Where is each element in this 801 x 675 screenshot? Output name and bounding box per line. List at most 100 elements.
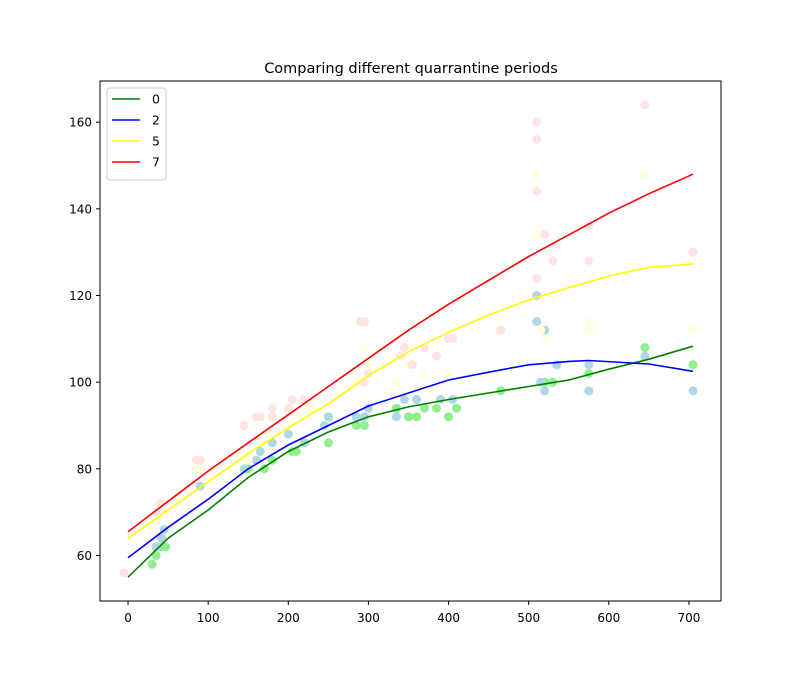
scatter-point-series-0 bbox=[412, 412, 421, 422]
scatter-point-series-5 bbox=[351, 377, 361, 387]
scatter-point-series-7 bbox=[119, 568, 129, 578]
scatter-point-series-0 bbox=[420, 403, 429, 413]
scatter-point-series-2 bbox=[540, 386, 550, 396]
scatter-point-series-5 bbox=[283, 421, 293, 430]
scatter-point-series-0 bbox=[151, 551, 161, 560]
scatter-point-series-7 bbox=[359, 317, 369, 326]
scatter-point-series-2 bbox=[351, 412, 361, 422]
scatter-point-series-2 bbox=[255, 447, 265, 456]
scatter-point-series-5 bbox=[263, 429, 273, 439]
legend-label-series-5: 5 bbox=[152, 134, 160, 149]
y-tick-label: 160 bbox=[69, 116, 92, 130]
scatter-point-series-0 bbox=[444, 412, 454, 422]
plot-area-frame bbox=[99, 80, 722, 602]
x-tick-label: 400 bbox=[437, 611, 460, 625]
scatter-point-series-0 bbox=[323, 438, 333, 448]
scatter-point-series-2 bbox=[400, 395, 409, 404]
scatter-point-series-2 bbox=[412, 395, 421, 404]
scatter-point-series-0 bbox=[452, 403, 462, 413]
scatter-point-series-7 bbox=[584, 256, 594, 266]
scatter-point-series-7 bbox=[267, 403, 277, 413]
scatter-point-series-5 bbox=[195, 464, 205, 474]
scatter-point-series-7 bbox=[363, 369, 373, 378]
scatter-point-series-5 bbox=[420, 369, 429, 378]
scatter-point-series-7 bbox=[432, 351, 441, 361]
scatter-point-series-2 bbox=[151, 542, 161, 552]
scatter-point-series-2 bbox=[157, 533, 167, 543]
scatter-point-series-2 bbox=[584, 386, 594, 396]
scatter-point-series-7 bbox=[548, 256, 558, 266]
scatter-point-series-2 bbox=[436, 395, 445, 404]
scatter-point-series-5 bbox=[307, 403, 317, 413]
scatter-point-series-2 bbox=[688, 386, 698, 396]
scatter-point-series-7 bbox=[640, 100, 650, 110]
scatter-point-series-5 bbox=[688, 325, 698, 335]
y-tick-label: 60 bbox=[77, 549, 92, 563]
line-series-7 bbox=[127, 173, 694, 533]
scatter-point-series-5 bbox=[640, 169, 650, 179]
scatter-point-series-7 bbox=[283, 403, 293, 413]
scatter-point-series-7 bbox=[195, 455, 205, 465]
legend-label-series-0: 0 bbox=[152, 92, 160, 107]
scatter-point-series-0 bbox=[359, 421, 369, 430]
scatter-point-series-2 bbox=[323, 412, 333, 422]
scatter-point-series-7 bbox=[532, 135, 542, 144]
scatter-point-series-5 bbox=[532, 230, 542, 240]
scatter-point-series-7 bbox=[532, 187, 542, 196]
scatter-point-series-2 bbox=[283, 429, 293, 439]
scatter-point-series-7 bbox=[448, 334, 458, 344]
scatter-point-series-5 bbox=[540, 334, 550, 344]
y-tick-label: 120 bbox=[69, 289, 92, 303]
x-tick-label: 300 bbox=[357, 611, 380, 625]
scatter-point-series-2 bbox=[640, 351, 650, 361]
x-tick-label: 0 bbox=[124, 611, 132, 625]
scatter-point-series-2 bbox=[392, 412, 401, 422]
scatter-point-series-5 bbox=[359, 343, 369, 352]
scatter-point-series-7 bbox=[408, 360, 417, 370]
y-tick-label: 140 bbox=[69, 202, 92, 216]
line-series-5 bbox=[127, 263, 694, 539]
x-tick-label: 700 bbox=[677, 611, 700, 625]
scatter-point-series-7 bbox=[267, 412, 277, 422]
scatter-point-series-5 bbox=[584, 325, 594, 335]
legend-label-series-2: 2 bbox=[152, 113, 160, 128]
x-tick-label: 500 bbox=[517, 611, 540, 625]
scatter-point-series-7 bbox=[532, 117, 542, 127]
scatter-point-series-0 bbox=[351, 421, 361, 430]
scatter-point-series-0 bbox=[161, 542, 171, 552]
scatter-point-series-5 bbox=[536, 325, 546, 335]
y-axis: 60 80 100 120 140 160 bbox=[69, 116, 100, 563]
scatter-point-series-0 bbox=[432, 403, 441, 413]
legend-label-series-7: 7 bbox=[152, 155, 160, 170]
scatter-point-series-7 bbox=[540, 230, 550, 240]
scatter-point-series-7 bbox=[496, 325, 506, 335]
scatter-point-series-5 bbox=[243, 455, 253, 465]
scatter-point-series-2 bbox=[584, 360, 594, 370]
scatter-point-series-7 bbox=[400, 343, 409, 352]
scatter-points-layer bbox=[119, 100, 698, 578]
scatter-point-series-7 bbox=[287, 395, 297, 404]
y-tick-label: 100 bbox=[69, 376, 92, 390]
scatter-point-series-7 bbox=[532, 273, 542, 283]
scatter-point-series-2 bbox=[532, 317, 542, 326]
scatter-point-series-5 bbox=[151, 516, 161, 526]
x-tick-label: 100 bbox=[197, 611, 220, 625]
scatter-point-series-0 bbox=[688, 360, 698, 370]
scatter-point-series-2 bbox=[267, 438, 277, 448]
legend: 0 2 5 7 bbox=[106, 87, 167, 181]
scatter-point-series-7 bbox=[688, 247, 698, 257]
scatter-point-series-0 bbox=[640, 343, 650, 352]
scatter-point-series-7 bbox=[255, 412, 265, 422]
scatter-point-series-0 bbox=[404, 412, 413, 422]
scatter-point-series-7 bbox=[151, 507, 161, 517]
line-series-2 bbox=[127, 359, 694, 559]
scatter-point-series-5 bbox=[584, 317, 594, 326]
line-series-0 bbox=[127, 345, 694, 578]
scatter-point-series-7 bbox=[239, 421, 249, 430]
scatter-point-series-5 bbox=[444, 369, 454, 378]
scatter-point-series-5 bbox=[392, 377, 401, 387]
x-tick-label: 200 bbox=[277, 611, 300, 625]
x-axis: 0 100 200 300 400 500 600 700 bbox=[124, 601, 700, 625]
scatter-point-series-5 bbox=[532, 169, 542, 179]
